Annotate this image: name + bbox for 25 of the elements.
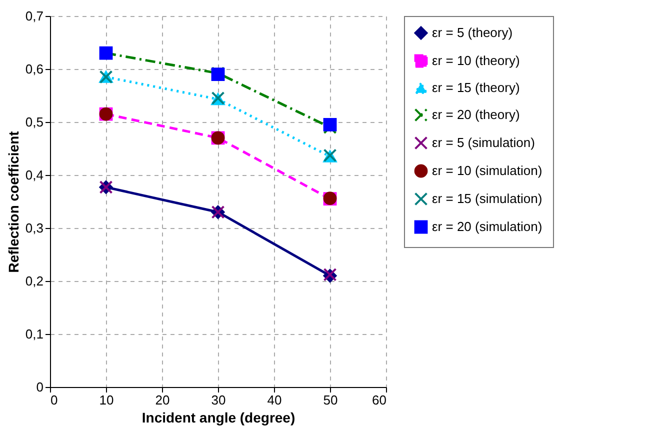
y-tick-label: 0,1 xyxy=(25,326,44,342)
legend-label: εr = 5 (theory) xyxy=(432,25,513,40)
x-tick-label: 50 xyxy=(323,392,338,408)
y-tick-label: 0,5 xyxy=(25,114,44,130)
y-tick-label: 0,3 xyxy=(25,220,44,236)
legend-label: εr = 20 (simulation) xyxy=(432,219,542,234)
legend-label: εr = 5 (simulation) xyxy=(432,135,535,150)
x-axis-title: Incident angle (degree) xyxy=(142,410,296,426)
y-tick-label: 0,4 xyxy=(25,168,44,182)
y-tick-label: 0 xyxy=(36,380,44,394)
legend-label: εr = 15 (theory) xyxy=(432,80,520,95)
x-tick-label: 20 xyxy=(155,392,170,408)
legend-label: εr = 10 (theory) xyxy=(432,53,520,68)
x-tick-label: 0 xyxy=(50,392,58,408)
y-tick-label: 0,2 xyxy=(25,274,44,288)
legend-label: εr = 20 (theory) xyxy=(432,107,520,122)
x-tick-label: 10 xyxy=(99,392,114,408)
x-tick-label: 60 xyxy=(372,392,386,408)
x-tick-label: 40 xyxy=(267,392,282,408)
x-tick-label: 30 xyxy=(211,392,226,408)
y-tick-label: 0,7 xyxy=(25,8,44,24)
y-axis-title: Reflection coefficient xyxy=(5,130,22,273)
legend-label: εr = 15 (simulation) xyxy=(432,191,542,206)
legend-label: εr = 10 (simulation) xyxy=(432,163,542,178)
y-tick-label: 0,6 xyxy=(25,62,44,76)
